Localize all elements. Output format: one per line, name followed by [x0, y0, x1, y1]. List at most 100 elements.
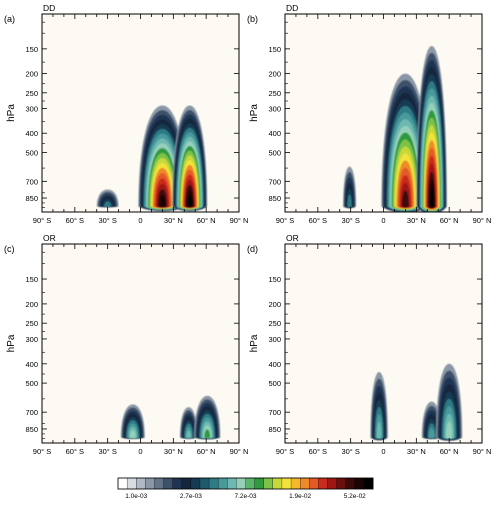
contour-blob	[421, 401, 442, 440]
x-tick-label: 90° S	[33, 216, 51, 225]
x-tick-label: 30° N	[407, 216, 426, 225]
contour-blob	[370, 372, 388, 441]
corner-label: DD	[43, 3, 55, 13]
y-tick-label: 300	[25, 335, 38, 344]
contour-level	[446, 421, 453, 439]
panel-label: (c)	[4, 244, 15, 254]
panel-label: (b)	[247, 14, 258, 24]
colorbar-label: 7.2e-03	[234, 493, 256, 500]
colorbar-swatch	[190, 477, 201, 490]
colorbar-swatch	[281, 477, 292, 490]
colorbar: 1.0e-03 2.7e-03 7.2e-03 1.9e-02 5.2e-02	[117, 477, 374, 500]
panel-c: 90° S 60° S 30° S 0 30° N 60° N 90° N 150 200 250…	[4, 233, 248, 456]
x-tick-label: 60° S	[66, 447, 84, 456]
y-tick-label: 250	[268, 89, 281, 98]
colorbar-label: 1.0e-03	[125, 493, 147, 500]
y-axis-label: hPa	[249, 104, 260, 122]
corner-label: DD	[286, 3, 298, 13]
colorbar-swatch	[354, 477, 365, 490]
y-tick-label: 700	[268, 177, 281, 186]
x-tick-label: 60° N	[197, 447, 216, 456]
x-tick-label: 90° S	[276, 216, 294, 225]
contour-blob	[120, 404, 145, 440]
colorbar-swatch	[245, 477, 255, 490]
y-tick-label: 500	[25, 148, 38, 157]
x-tick-label: 60° S	[309, 447, 327, 456]
contour-field	[96, 105, 208, 212]
colorbar-swatch	[181, 477, 192, 490]
contour-blob	[96, 189, 119, 208]
y-tick-label: 150	[25, 275, 38, 284]
y-axis-label: hPa	[249, 334, 260, 352]
contour-level	[186, 430, 191, 438]
y-tick-label: 850	[268, 194, 281, 203]
contour-blob	[343, 166, 357, 209]
y-tick-label: 200	[268, 300, 281, 309]
x-tick-label: 30° S	[98, 216, 116, 225]
colorbar-swatch	[126, 477, 137, 490]
colorbar-swatch	[172, 477, 183, 490]
contour-blob	[179, 407, 198, 440]
panel-label: (a)	[4, 14, 15, 24]
contour-level	[402, 190, 409, 208]
colorbar-swatch	[236, 477, 246, 490]
x-tick-label: 30° N	[164, 447, 183, 456]
colorbar-label: 2.7e-03	[180, 493, 202, 500]
colorbar-swatch	[363, 477, 374, 490]
x-tick-label: 90° S	[33, 447, 51, 456]
colorbar-swatch	[309, 477, 319, 490]
corner-label: OR	[286, 233, 299, 243]
colorbar-swatch	[136, 477, 146, 490]
y-tick-label: 850	[25, 425, 38, 434]
contour-level	[204, 429, 211, 439]
x-tick-label: 60° N	[440, 447, 459, 456]
contour-level	[429, 188, 434, 208]
y-tick-label: 500	[268, 148, 281, 157]
panel-label: (d)	[247, 244, 258, 254]
y-tick-label: 150	[268, 45, 281, 54]
colorbar-swatch	[327, 477, 337, 490]
y-tick-label: 150	[25, 45, 38, 54]
colorbar-swatch	[227, 477, 237, 490]
contour-blob	[138, 105, 187, 212]
x-tick-label: 60° N	[440, 216, 459, 225]
x-tick-label: 90° N	[230, 216, 249, 225]
colorbar-swatch	[272, 477, 283, 490]
contour-level	[376, 421, 382, 439]
colorbar-swatch	[299, 477, 310, 490]
y-tick-label: 300	[25, 104, 38, 113]
contour-field	[370, 363, 463, 441]
y-tick-label: 200	[268, 70, 281, 79]
colorbar-swatch	[154, 477, 164, 490]
contour-blob	[436, 363, 463, 441]
y-tick-label: 500	[268, 379, 281, 388]
colorbar-swatch	[163, 477, 173, 490]
contour-level	[129, 430, 136, 438]
contour-field	[120, 395, 221, 440]
x-tick-label: 0	[381, 216, 385, 225]
contour-blob	[194, 395, 221, 440]
colorbar-swatch	[117, 477, 128, 490]
colorbar-swatch	[336, 477, 347, 490]
contour-level	[159, 194, 166, 208]
colorbar-swatch	[290, 477, 301, 490]
colorbar-swatch	[254, 477, 265, 490]
colorbar-label: 5.2e-02	[344, 493, 366, 500]
y-tick-label: 400	[268, 360, 281, 369]
contour-level	[104, 201, 112, 207]
x-tick-label: 0	[138, 216, 142, 225]
colorbar-swatch	[145, 477, 155, 490]
corner-label: OR	[43, 233, 56, 243]
x-tick-label: 30° S	[98, 447, 116, 456]
y-tick-label: 500	[25, 379, 38, 388]
panel-b: 90° S 60° S 30° S 0 30° N 60° N 90° N 150 200 250…	[247, 3, 491, 225]
y-tick-label: 150	[268, 275, 281, 284]
y-tick-label: 300	[268, 104, 281, 113]
x-tick-label: 30° S	[341, 216, 359, 225]
y-tick-label: 200	[25, 70, 38, 79]
colorbar-swatch	[263, 477, 274, 490]
y-tick-label: 400	[25, 129, 38, 138]
y-tick-label: 250	[268, 319, 281, 328]
x-tick-label: 90° N	[473, 447, 492, 456]
